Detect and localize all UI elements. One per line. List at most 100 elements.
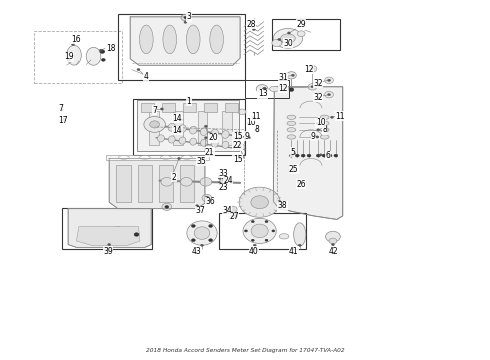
Circle shape	[254, 129, 257, 131]
Text: 11: 11	[335, 112, 345, 121]
Ellipse shape	[200, 128, 208, 135]
Bar	[142, 103, 154, 112]
Circle shape	[329, 238, 337, 244]
Text: 8: 8	[255, 125, 260, 134]
Ellipse shape	[168, 136, 175, 143]
Circle shape	[316, 122, 319, 125]
Circle shape	[231, 215, 234, 217]
Polygon shape	[273, 87, 343, 220]
Ellipse shape	[251, 224, 268, 238]
Text: 14: 14	[172, 114, 182, 123]
Bar	[183, 103, 196, 112]
Circle shape	[192, 225, 196, 228]
Circle shape	[218, 182, 221, 184]
Circle shape	[209, 239, 213, 242]
Text: 12: 12	[278, 84, 288, 93]
Ellipse shape	[320, 115, 329, 120]
Polygon shape	[137, 100, 239, 150]
Circle shape	[239, 146, 242, 148]
Text: 7: 7	[152, 105, 157, 114]
Bar	[118, 14, 245, 80]
Polygon shape	[68, 209, 151, 247]
Ellipse shape	[287, 128, 296, 132]
Circle shape	[311, 86, 314, 88]
Ellipse shape	[232, 132, 240, 140]
Text: 28: 28	[246, 19, 256, 28]
Circle shape	[205, 196, 208, 198]
Bar	[81, 228, 94, 234]
Ellipse shape	[320, 135, 329, 139]
Circle shape	[301, 154, 305, 157]
Text: 16: 16	[72, 35, 81, 44]
Ellipse shape	[186, 25, 200, 54]
Circle shape	[293, 169, 295, 171]
Ellipse shape	[287, 115, 296, 120]
Text: 9: 9	[311, 132, 316, 141]
Bar	[197, 111, 207, 145]
Circle shape	[192, 239, 196, 242]
Ellipse shape	[320, 128, 329, 132]
Ellipse shape	[200, 139, 207, 146]
Ellipse shape	[294, 223, 306, 246]
Circle shape	[228, 206, 237, 213]
Circle shape	[218, 177, 221, 179]
Bar	[225, 103, 238, 112]
Text: 18: 18	[106, 44, 115, 53]
Text: 33: 33	[218, 169, 228, 178]
Circle shape	[331, 243, 334, 246]
Text: 17: 17	[58, 116, 68, 125]
Ellipse shape	[190, 138, 196, 145]
Bar	[133, 99, 245, 155]
Circle shape	[317, 154, 320, 157]
Circle shape	[328, 94, 331, 96]
Circle shape	[222, 177, 225, 179]
Text: 5: 5	[290, 148, 295, 157]
Ellipse shape	[211, 140, 218, 147]
Ellipse shape	[211, 129, 219, 137]
Circle shape	[225, 208, 228, 210]
Ellipse shape	[270, 86, 279, 91]
Text: 6: 6	[326, 151, 330, 160]
Ellipse shape	[140, 156, 150, 159]
Bar	[62, 208, 152, 249]
Ellipse shape	[157, 135, 164, 142]
Circle shape	[184, 17, 187, 19]
Ellipse shape	[243, 219, 276, 243]
Bar	[138, 165, 152, 202]
Circle shape	[180, 119, 183, 121]
Bar	[272, 19, 340, 50]
Ellipse shape	[194, 227, 210, 239]
Circle shape	[293, 152, 295, 154]
Circle shape	[272, 40, 282, 46]
Bar	[149, 111, 159, 145]
Circle shape	[307, 154, 311, 157]
Ellipse shape	[140, 25, 153, 54]
Circle shape	[252, 28, 255, 31]
Text: 7: 7	[58, 104, 63, 113]
Polygon shape	[76, 226, 140, 245]
Circle shape	[112, 226, 124, 235]
Circle shape	[278, 201, 281, 203]
Circle shape	[245, 230, 247, 232]
Ellipse shape	[320, 121, 329, 126]
Ellipse shape	[67, 45, 81, 65]
Ellipse shape	[222, 141, 229, 148]
Bar	[222, 111, 232, 145]
Text: 25: 25	[289, 165, 298, 174]
Circle shape	[287, 72, 296, 79]
Text: 3: 3	[186, 12, 191, 21]
Circle shape	[160, 108, 163, 110]
Circle shape	[209, 225, 213, 228]
Circle shape	[288, 32, 291, 34]
Ellipse shape	[160, 156, 171, 159]
Circle shape	[251, 221, 254, 223]
Bar	[106, 155, 209, 160]
Text: 31: 31	[278, 73, 288, 82]
Circle shape	[325, 77, 333, 84]
Circle shape	[289, 88, 294, 91]
Circle shape	[200, 177, 212, 186]
Circle shape	[68, 59, 71, 61]
Circle shape	[162, 203, 172, 211]
Text: 26: 26	[296, 180, 306, 189]
Circle shape	[161, 177, 172, 186]
